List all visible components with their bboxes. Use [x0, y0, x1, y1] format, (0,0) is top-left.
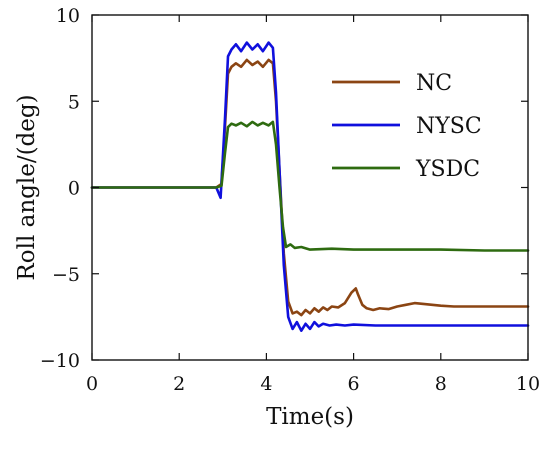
- y-tick-label: 5: [68, 91, 80, 113]
- legend: NC NYSC YSDC: [332, 71, 482, 182]
- series-line-nc: [90, 58, 530, 317]
- x-tick-label: 0: [86, 373, 98, 395]
- y-axis-label: Roll angle/(deg): [14, 94, 40, 280]
- legend-label-nc: NC: [416, 71, 452, 96]
- x-tick-label: 8: [435, 373, 447, 395]
- legend-label-ysdc: YSDC: [415, 157, 480, 182]
- x-tick-label: 4: [260, 373, 272, 395]
- y-tick-label: 0: [68, 178, 80, 200]
- axes: 0 2 4 6 8 10 −10 −5 0 5 10: [40, 5, 540, 395]
- x-tick-label: 10: [516, 373, 540, 395]
- y-tick-label: −10: [40, 350, 80, 372]
- plot-area: [90, 41, 530, 333]
- x-tick-label: 2: [173, 373, 185, 395]
- y-tick-label: 10: [56, 5, 80, 27]
- y-tick-label: −5: [52, 264, 80, 286]
- series-line-ysdc: [90, 120, 530, 252]
- x-axis-label: Time(s): [266, 404, 354, 430]
- x-tick-label: 6: [348, 373, 360, 395]
- series-line-nysc: [90, 41, 530, 333]
- legend-label-nysc: NYSC: [416, 114, 482, 139]
